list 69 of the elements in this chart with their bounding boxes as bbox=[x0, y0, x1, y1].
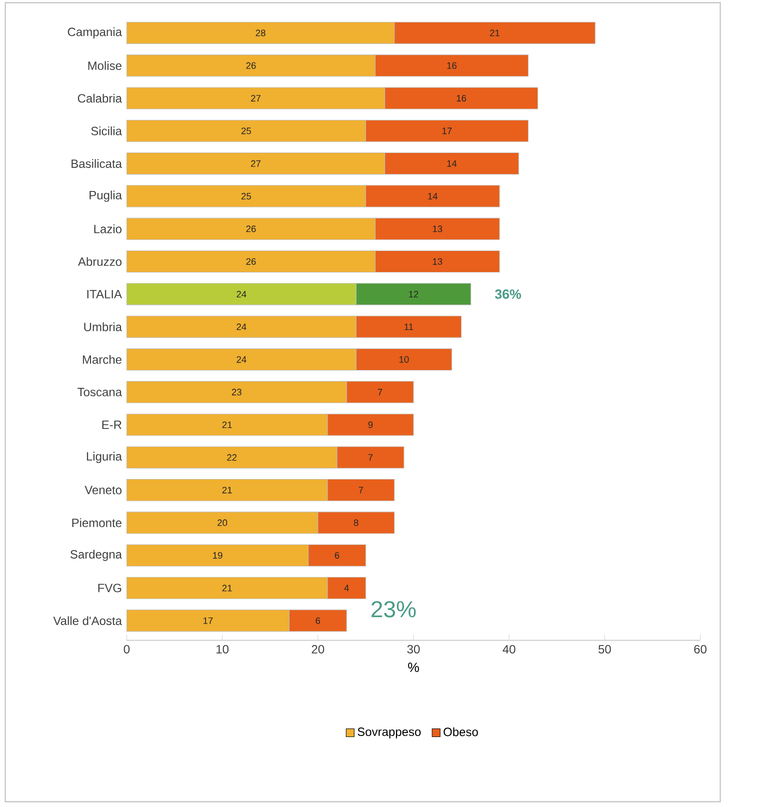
data-label: 21 bbox=[222, 584, 232, 592]
data-label: 25 bbox=[241, 128, 251, 134]
legend-label: Sovrappeso bbox=[358, 728, 421, 738]
data-label: 27 bbox=[251, 94, 260, 102]
data-label: 6 bbox=[334, 552, 340, 559]
y-tick-label: Sicilia bbox=[91, 126, 122, 136]
y-tick-label: Puglia bbox=[90, 190, 122, 202]
x-tick-label: 20 bbox=[312, 644, 324, 654]
data-label: 24 bbox=[236, 290, 246, 298]
data-label: 27 bbox=[251, 160, 260, 167]
data-label: 7 bbox=[368, 454, 373, 461]
data-label: 6 bbox=[316, 617, 320, 624]
y-tick-label: E-R bbox=[102, 420, 122, 429]
data-label: 25 bbox=[241, 192, 251, 200]
y-tick-label: Liguria bbox=[86, 452, 122, 463]
y-tick-label: Basilicata bbox=[72, 159, 122, 168]
y-tick-label: Veneto bbox=[84, 486, 122, 494]
data-label: 21 bbox=[222, 422, 232, 428]
data-label: 22 bbox=[227, 454, 237, 461]
data-label: 11 bbox=[404, 324, 414, 330]
x-tick-label: 60 bbox=[694, 644, 706, 654]
x-tick-label: 40 bbox=[502, 644, 516, 654]
y-tick-label: Sardegna bbox=[70, 550, 122, 561]
y-tick-label: Toscana bbox=[78, 388, 122, 396]
y-tick-label: ITALIA bbox=[87, 290, 122, 298]
data-label: 16 bbox=[447, 62, 457, 69]
data-label: 14 bbox=[428, 192, 438, 200]
annotation: 36% bbox=[495, 289, 522, 299]
data-label: 9 bbox=[368, 421, 373, 428]
x-tick-label: 30 bbox=[407, 644, 420, 654]
x-axis-title: % bbox=[408, 662, 419, 672]
data-label: 13 bbox=[432, 258, 442, 265]
data-label: 23 bbox=[232, 388, 242, 396]
data-label: 10 bbox=[399, 356, 409, 363]
legend-label: Obeso bbox=[444, 727, 478, 736]
data-label: 4 bbox=[344, 584, 349, 592]
y-tick-label: Piemonte bbox=[72, 518, 122, 528]
data-label: 21 bbox=[490, 30, 500, 36]
data-label: 21 bbox=[222, 486, 232, 494]
data-label: 19 bbox=[213, 552, 222, 559]
data-label: 17 bbox=[203, 617, 213, 624]
y-tick-label: Campania bbox=[68, 27, 122, 39]
data-label: 16 bbox=[456, 94, 466, 102]
x-tick-label: 50 bbox=[598, 644, 611, 654]
data-label: 26 bbox=[246, 226, 256, 232]
data-label: 7 bbox=[358, 486, 364, 494]
y-tick-label: Molise bbox=[88, 61, 122, 70]
data-label: 7 bbox=[378, 388, 382, 396]
x-tick-label: 0 bbox=[124, 644, 130, 654]
data-label: 8 bbox=[354, 519, 358, 526]
y-tick-label: Abruzzo bbox=[78, 257, 122, 266]
y-tick-label: Lazio bbox=[94, 224, 122, 234]
y-tick-label: Valle d'Aosta bbox=[53, 616, 122, 626]
data-label: 17 bbox=[442, 128, 452, 134]
data-label: 28 bbox=[256, 30, 266, 36]
data-label: 20 bbox=[218, 519, 228, 526]
y-tick-label: Calabria bbox=[78, 94, 122, 103]
x-tick-label: 10 bbox=[216, 644, 229, 654]
y-tick-label: Umbria bbox=[84, 322, 122, 332]
data-label: 12 bbox=[409, 290, 418, 298]
data-label: 24 bbox=[236, 324, 246, 330]
annotation: 23% bbox=[372, 601, 416, 618]
y-tick-label: Marche bbox=[82, 355, 122, 364]
data-label: 26 bbox=[246, 62, 256, 69]
y-tick-label: FVG bbox=[98, 584, 122, 592]
data-label: 24 bbox=[236, 356, 246, 363]
data-label: 13 bbox=[432, 226, 442, 232]
data-label: 14 bbox=[447, 160, 457, 167]
data-label: 26 bbox=[246, 258, 256, 265]
